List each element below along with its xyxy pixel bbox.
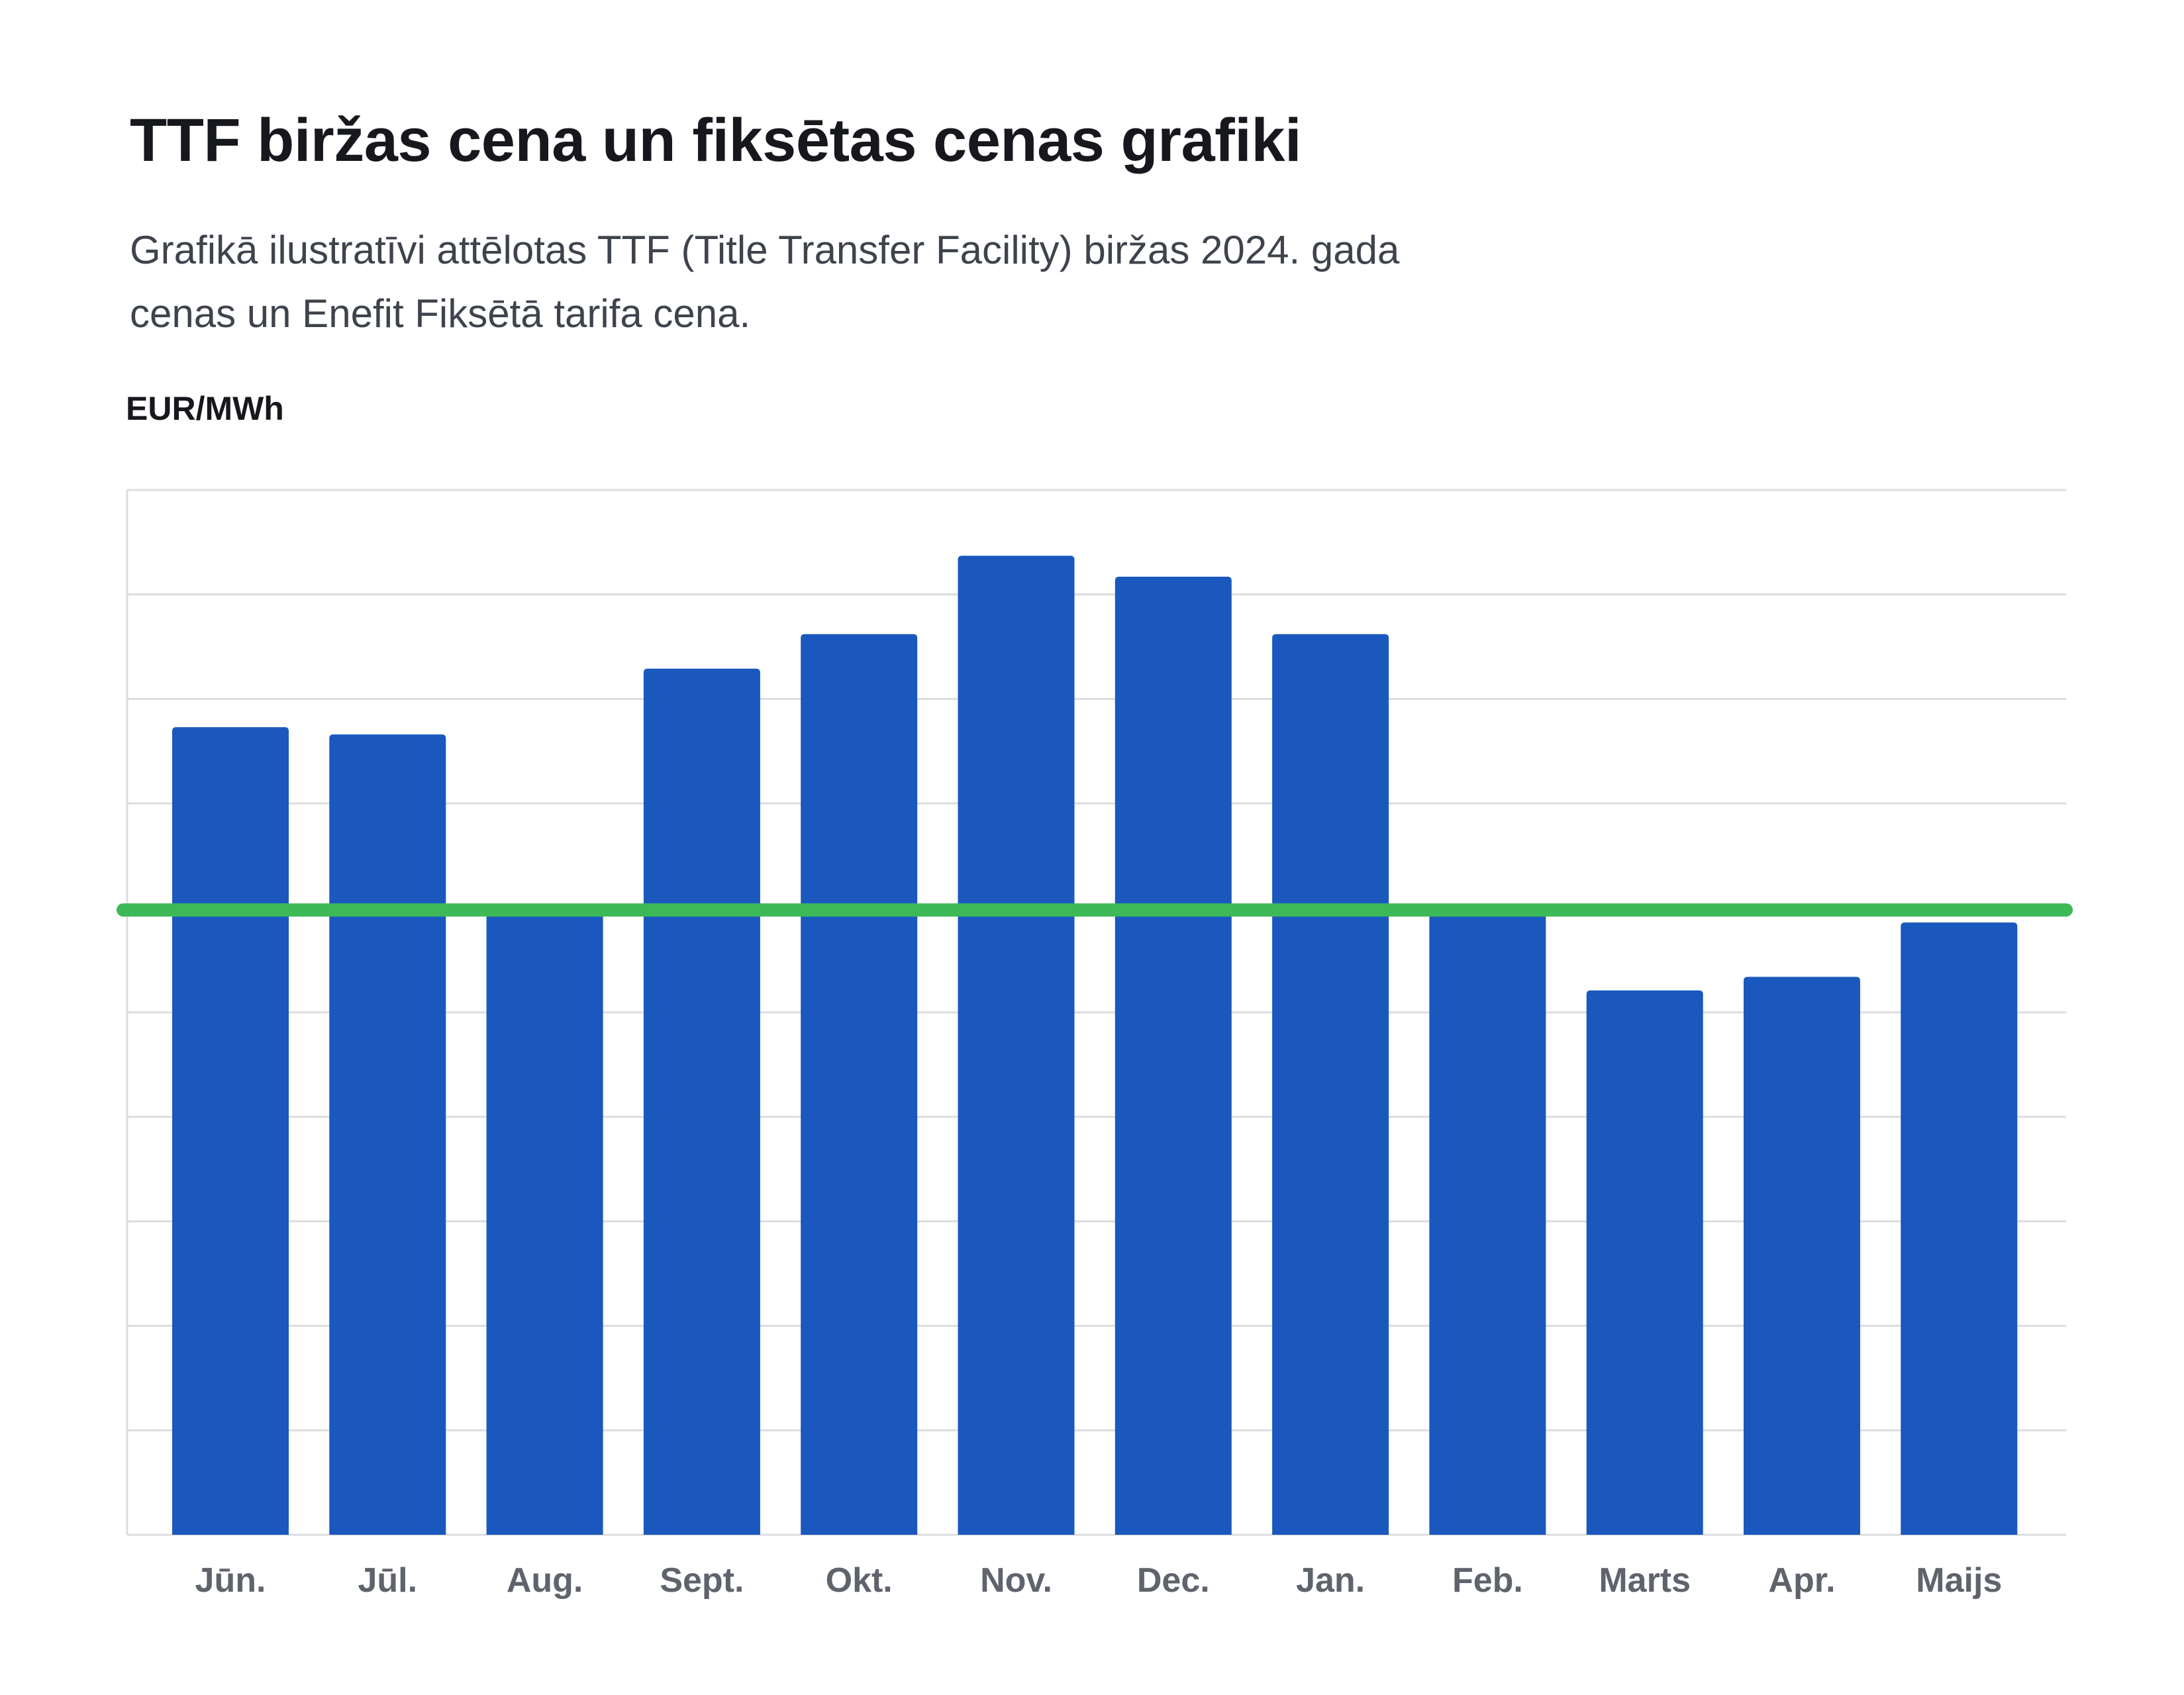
bar-maijs — [1901, 922, 2018, 1535]
bar-jūl — [329, 734, 446, 1535]
x-tick-label: Aug. — [507, 1561, 583, 1600]
bar-aug — [486, 908, 603, 1535]
x-tick-label: Jan. — [1296, 1561, 1365, 1600]
x-tick-label: Okt. — [826, 1561, 893, 1600]
subtitle-line-1: Grafikā ilustratīvi attēlotas TTF (Title… — [130, 228, 1400, 272]
x-tick-label: Dec. — [1137, 1561, 1210, 1600]
x-tick-label: Maijs — [1916, 1561, 2002, 1600]
bars — [172, 556, 2018, 1535]
x-tick-label: Jūn. — [195, 1561, 266, 1600]
bar-dec — [1115, 576, 1232, 1535]
bar-okt — [801, 634, 918, 1535]
x-tick-label: Nov. — [980, 1561, 1052, 1600]
x-tick-label: Sept. — [660, 1561, 744, 1600]
bar-jūn — [172, 727, 289, 1535]
bar-sept — [643, 668, 760, 1535]
page-title: TTF biržas cena un fiksētas cenas grafik… — [130, 107, 1302, 174]
subtitle-line-2: cenas un Enefit Fiksētā tarifa cena. — [130, 291, 751, 336]
x-tick-label: Apr. — [1768, 1561, 1835, 1600]
bar-nov — [958, 556, 1075, 1535]
x-tick-label: Jūl. — [358, 1561, 418, 1600]
x-axis-ticks: Jūn. Jūl. Aug. Sept. Okt. Nov. Dec. Jan. Feb. Mar… — [195, 1561, 2003, 1600]
bar-jan — [1272, 634, 1389, 1535]
bar-apr — [1744, 977, 1860, 1535]
bar-marts — [1586, 990, 1703, 1535]
bar-feb — [1429, 908, 1546, 1535]
y-axis-unit-label: EUR/MWh — [126, 390, 284, 427]
x-tick-label: Feb. — [1452, 1561, 1523, 1600]
x-tick-label: Marts — [1599, 1561, 1691, 1600]
page-subtitle: Grafikā ilustratīvi attēlotas TTF (Title… — [130, 218, 1653, 346]
